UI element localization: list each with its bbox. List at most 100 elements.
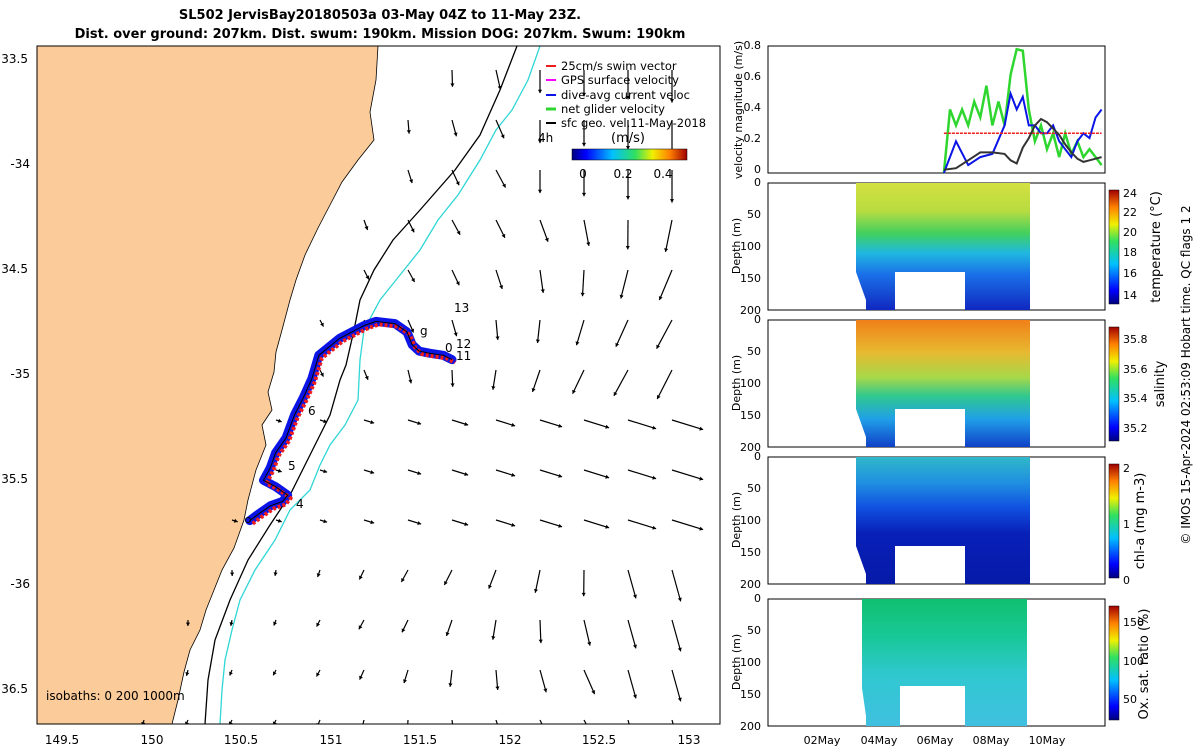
ox-cbar-tick-2: 150 [1123, 616, 1144, 629]
annot-5: 5 [288, 459, 296, 473]
velocity-arrow-head [537, 89, 543, 94]
chl-cbar-tick-1: 1 [1123, 518, 1130, 531]
velocity-arrow-head [632, 694, 637, 699]
velocity-arrow [539, 219, 549, 242]
velocity-arrow-head [464, 521, 469, 526]
velocity-arrow-head [581, 592, 586, 597]
velocity-arrow [671, 669, 682, 702]
sal-ytick-1: 50 [747, 345, 761, 358]
velocity-arrow-head [677, 697, 682, 702]
ox-colorbar [1108, 605, 1120, 721]
velocity-series [942, 47, 1103, 174]
map-ytick-6: 36.5 [1, 682, 28, 696]
velocity-arrow-head [511, 472, 516, 477]
sal-colorbar [1108, 326, 1120, 442]
velocity-arrow-head [656, 395, 661, 400]
temp-cbar-tick-5: 24 [1123, 187, 1137, 200]
velocity-arrow-head [401, 628, 406, 633]
map-cbar-tick-2: 0.4 [653, 167, 672, 181]
temp-colorbar [1108, 189, 1120, 305]
velocity-arrow-head [323, 469, 328, 474]
chl-ytick-0: 0 [754, 450, 761, 463]
map-xtick-6: 152.5 [582, 733, 616, 747]
velocity-arrow-head [495, 336, 500, 340]
chl-ytick-4: 200 [740, 578, 761, 591]
velocity-arrow-head [615, 342, 620, 347]
track-centerline [249, 320, 453, 522]
velocity-arrow-head [316, 622, 321, 627]
velocity-arrow-head [499, 285, 504, 290]
velocity-panel: 0 0.2 0.4 0.6 0.8 velocity magnitude (m/… [732, 39, 1106, 179]
annot-11: 11 [456, 349, 471, 363]
velocity-arrow-head [417, 521, 422, 526]
velocity-arrow-head [185, 622, 191, 626]
velocity-arrow-head [511, 422, 516, 427]
track-red [251, 322, 456, 526]
map-frame [36, 45, 721, 725]
velocity-arrow-head [464, 471, 469, 476]
velocity-arrow-head [558, 523, 563, 528]
ox-cbar-label: Ox. sat. ratio (%) [1137, 609, 1152, 720]
ox-ytick-3: 150 [740, 688, 761, 701]
sal-ytick-3: 150 [740, 409, 761, 422]
temp-ytick-3: 150 [740, 272, 761, 285]
velocity-arrow-head [581, 92, 587, 97]
velocity-arrow-head [448, 683, 453, 687]
velocity-arrow-head [491, 386, 496, 390]
velocity-arrow [627, 569, 637, 599]
velocity-arrow-head [652, 425, 657, 430]
sal-ytick-0: 0 [754, 313, 761, 326]
map-colorbar-ramp [571, 148, 688, 161]
velocity-arrow-head [572, 389, 576, 394]
velocity-arrow-head [677, 597, 682, 602]
temp-cbar-tick-4: 22 [1123, 206, 1137, 219]
velocity-arrow-head [605, 424, 610, 429]
sal-section-field [856, 320, 1030, 447]
velocity-arrow-head [544, 237, 549, 242]
velocity-arrow [583, 469, 610, 479]
sal-cbar-label: salinity [1153, 360, 1168, 407]
chl-ytick-3: 150 [740, 546, 761, 559]
map-colorbar-label: (m/s) [611, 131, 645, 146]
velocity-arrow-head [455, 281, 460, 286]
velocity-arrow-head [323, 419, 328, 424]
temp-ytick-4: 200 [740, 304, 761, 317]
velocity-arrow-head [537, 139, 543, 144]
velocity-arrow-head [277, 518, 282, 523]
velocity-arrow-head [230, 572, 235, 576]
land-mass [37, 46, 379, 724]
map-ytick-1: -34 [10, 157, 30, 171]
velocity-arrow-head [450, 383, 455, 387]
velocity-arrow-head [365, 275, 370, 280]
isobath-1000m [204, 46, 518, 724]
velocity-arrow-head [625, 96, 631, 100]
velocity-series-dive-avg [942, 89, 1103, 174]
velocity-arrow-head [547, 737, 551, 741]
velocity-frame [767, 45, 1106, 174]
temp-cbar-tick-3: 20 [1123, 226, 1137, 239]
velocity-arrow-head [453, 332, 458, 337]
velocity-arrow-head [277, 468, 282, 473]
velocity-arrow [615, 319, 629, 348]
velocity-arrow [656, 369, 673, 400]
map-cbar-tick-1: 0.2 [613, 167, 632, 181]
velocity-arrow-head [409, 179, 414, 184]
velocity-arrow-head [358, 625, 363, 630]
velocity-arrow-head [619, 294, 624, 299]
velocity-arrow [664, 219, 673, 253]
vel-ytick-0: 0 [754, 163, 761, 176]
velocity-arrow-head [591, 690, 596, 695]
velocity-arrow-head [411, 278, 415, 283]
chl-ytick-1: 50 [747, 482, 761, 495]
map-xtick-5: 152 [499, 733, 522, 747]
temp-ytick-2: 100 [740, 240, 761, 253]
velocity-arrow-head [185, 671, 190, 676]
velocity-arrow-head [535, 339, 540, 344]
sal-ytick-4: 200 [740, 441, 761, 454]
velocity-arrow-head [370, 520, 375, 525]
annot-13: 13 [454, 301, 469, 315]
ox-cbar-tick-1: 100 [1123, 655, 1144, 668]
map-legend: 25cm/s swim vector GPS surface velocity … [546, 59, 706, 130]
velocity-arrow-head [664, 248, 669, 252]
velocity-arrow [407, 719, 409, 724]
